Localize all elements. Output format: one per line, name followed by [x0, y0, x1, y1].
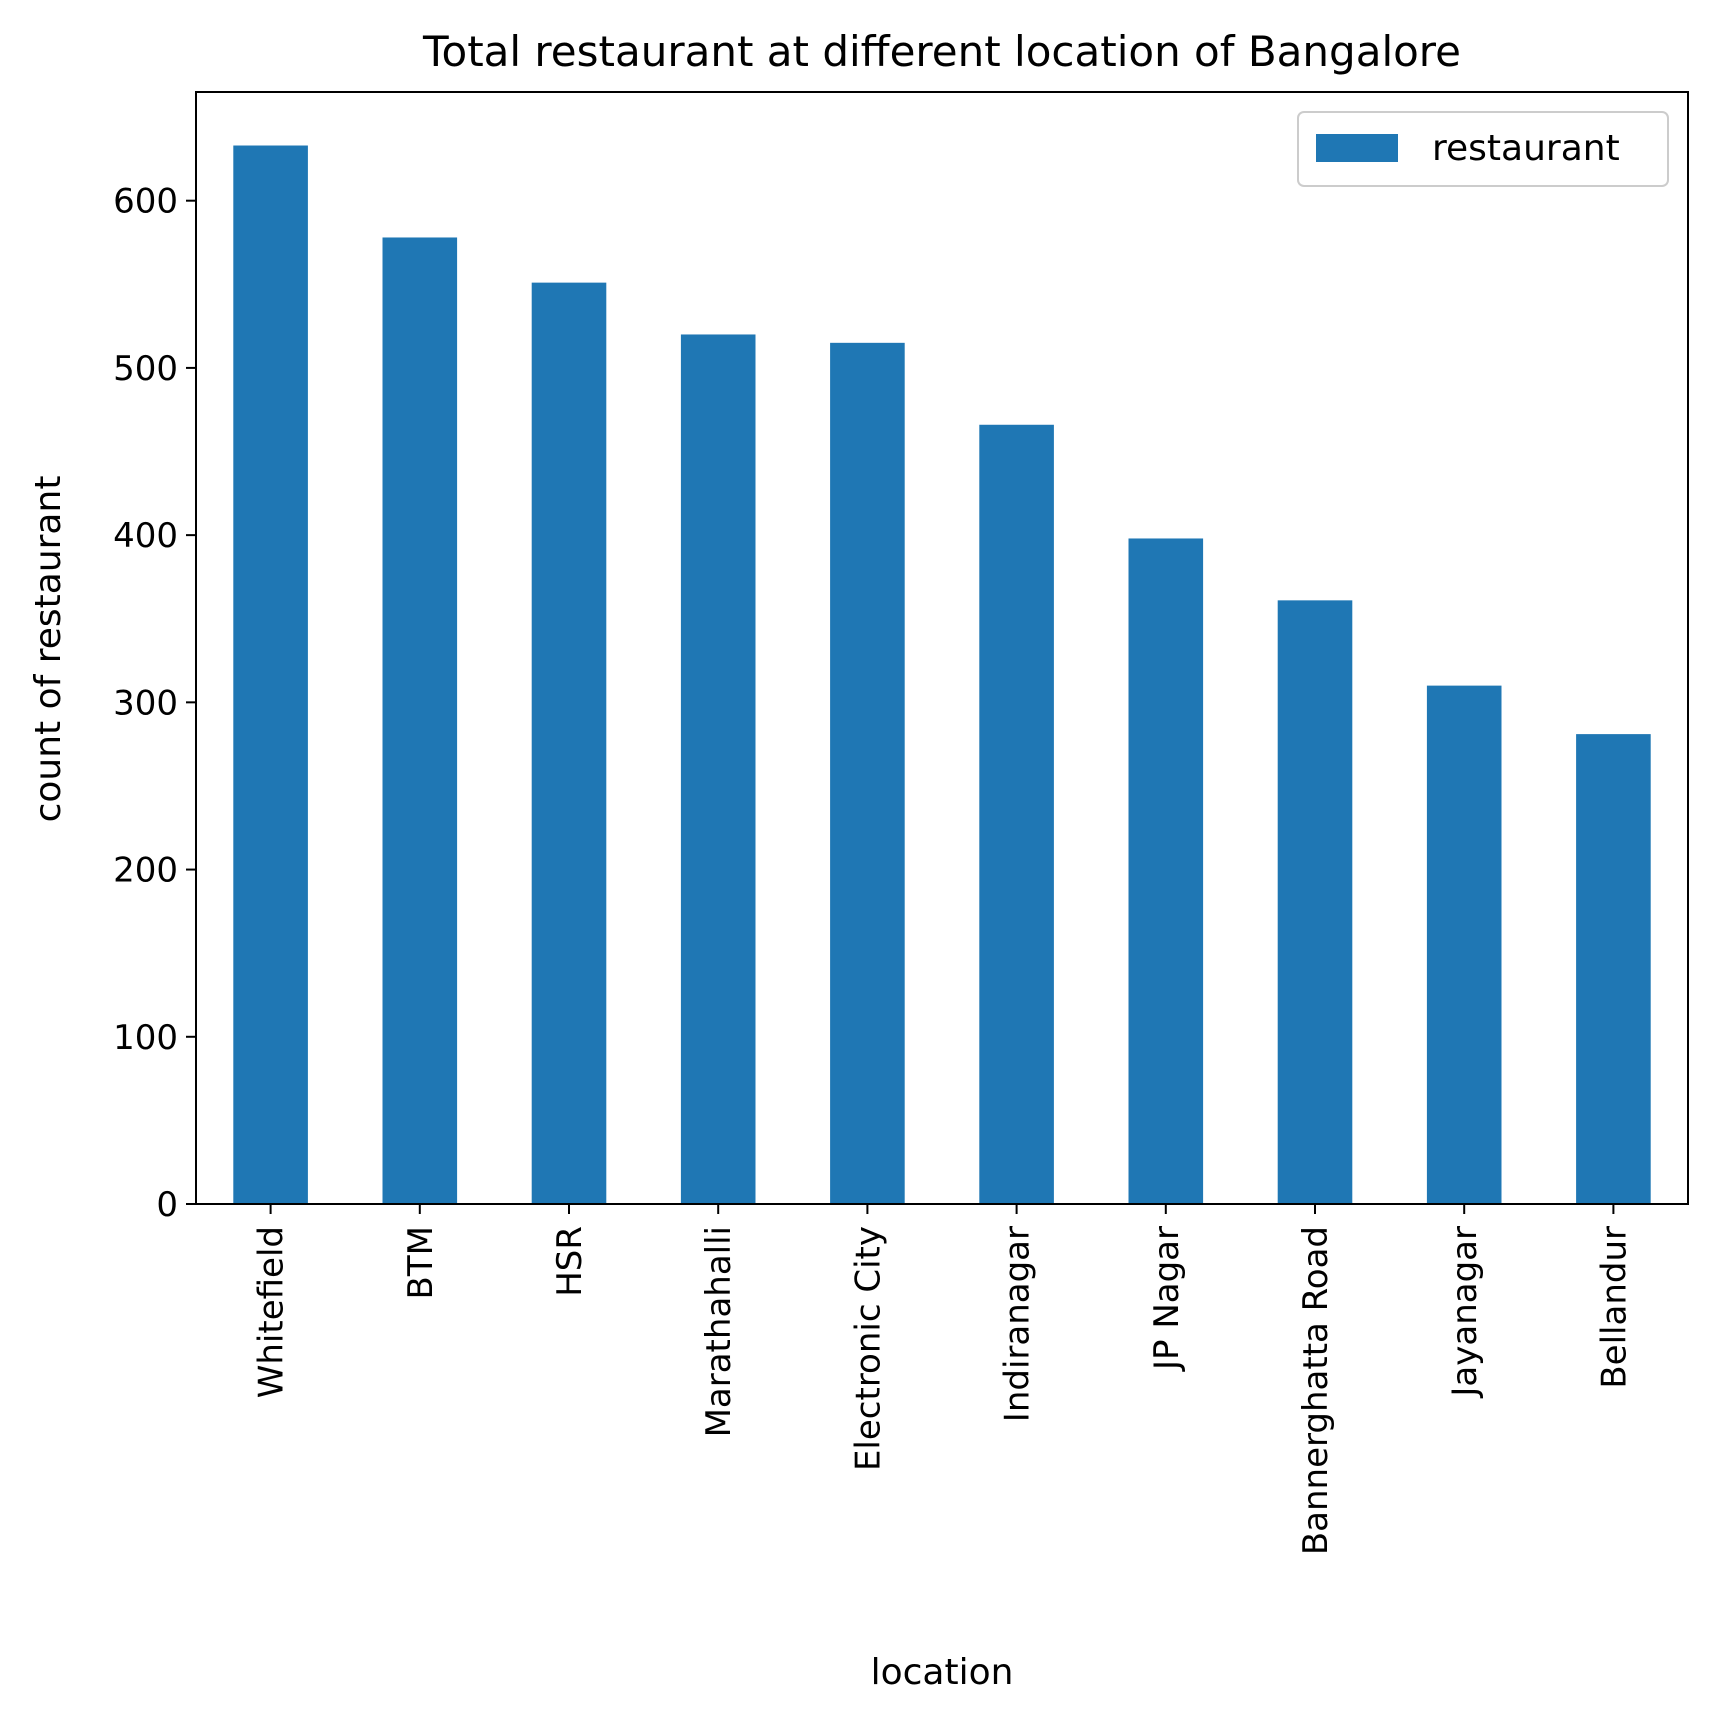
x-tick-label: Electronic City — [848, 1226, 888, 1471]
x-tick-label: Indiranagar — [998, 1226, 1038, 1422]
bar-whitefield — [233, 145, 308, 1205]
y-tick-label: 0 — [156, 1185, 178, 1225]
x-tick-label: Bannerghatta Road — [1296, 1226, 1336, 1555]
legend-box — [1297, 111, 1669, 187]
bar-bannerghatta-road — [1277, 600, 1353, 1204]
bar-marathahalli — [680, 334, 756, 1204]
plot-frame — [195, 91, 1689, 1205]
x-tick-label: Whitefield — [252, 1226, 292, 1398]
bars-group — [233, 145, 1651, 1205]
y-tick-label: 500 — [113, 349, 178, 389]
bar-jayanagar — [1426, 685, 1502, 1204]
bar-bellandur — [1576, 734, 1651, 1204]
legend-swatch — [1316, 134, 1398, 162]
bar-hsr — [531, 282, 607, 1205]
x-axis-label: location — [871, 1652, 1014, 1693]
x-tick-label: JP Nagar — [1147, 1226, 1187, 1372]
y-tick-label: 300 — [113, 683, 178, 723]
legend-label-restaurant: restaurant — [1432, 128, 1620, 169]
x-tick-label: BTM — [401, 1226, 441, 1299]
x-tick-label: Marathahalli — [699, 1226, 739, 1437]
bar-indiranagar — [979, 424, 1054, 1204]
x-axis-ticks: Whitefield BTM HSR Marathahalli Electronic C… — [252, 1204, 1634, 1555]
y-tick-label: 200 — [113, 851, 178, 891]
bar-electronic-city — [830, 342, 905, 1205]
y-axis-ticks: 0 100 200 300 400 500 600 — [113, 182, 196, 1225]
x-tick-label: Jayanagar — [1445, 1226, 1485, 1399]
y-tick-label: 600 — [113, 182, 178, 222]
y-axis-label: count of restaurant — [28, 476, 69, 823]
legend: restaurant — [1297, 111, 1669, 187]
y-tick-label: 400 — [113, 516, 178, 556]
y-tick-label: 100 — [113, 1018, 178, 1058]
chart-title: Total restaurant at different location o… — [422, 27, 1461, 76]
x-tick-label: HSR — [550, 1226, 590, 1297]
bar-btm — [382, 237, 458, 1204]
bar-jp-nagar — [1128, 538, 1204, 1204]
x-tick-label: Bellandur — [1594, 1226, 1634, 1389]
